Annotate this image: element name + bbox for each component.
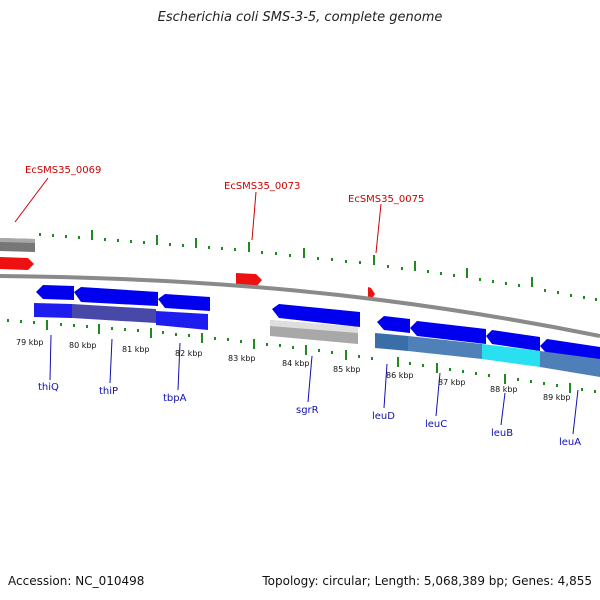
- gene-leuA[interactable]: [540, 339, 600, 361]
- gene-label-leuB[interactable]: leuB: [491, 428, 513, 439]
- inner-minor-ticks: [7, 319, 596, 393]
- accession-label: Accession: NC_010498: [8, 574, 145, 588]
- kbp-label: 86 kbp: [386, 371, 414, 380]
- kbp-label: 85 kbp: [333, 365, 361, 374]
- genome-summary: Topology: circular; Length: 5,068,389 bp…: [262, 574, 592, 588]
- leader-line: [251, 191, 257, 241]
- gene-leuC[interactable]: [410, 321, 486, 344]
- gene-thiP[interactable]: [74, 287, 158, 306]
- leader-line: [572, 389, 579, 435]
- bottom-label-leaders: [49, 334, 579, 435]
- gene-label-leuD[interactable]: leuD: [372, 411, 395, 422]
- leader-line: [435, 372, 441, 417]
- kbp-label: 89 kbp: [543, 393, 571, 402]
- feature-tbpA-2[interactable]: [156, 311, 208, 330]
- kbp-scale-labels: 79 kbp 80 kbp 81 kbp 82 kbp 83 kbp 84 kb…: [16, 338, 571, 402]
- kbp-label: 80 kbp: [69, 341, 97, 350]
- genome-backbone: [0, 274, 600, 338]
- gene-label-leuC[interactable]: leuC: [425, 419, 447, 430]
- leader-line: [14, 177, 49, 223]
- kbp-label: 84 kbp: [282, 359, 310, 368]
- feature-sgrR-2-top: [270, 320, 358, 333]
- leader-line: [177, 342, 181, 391]
- leader-line: [375, 203, 382, 254]
- feature-track-2: [34, 303, 600, 377]
- rna-feature-0069[interactable]: [0, 257, 34, 270]
- gene-sgrR[interactable]: [272, 304, 360, 327]
- gene-tbpA[interactable]: [158, 294, 210, 311]
- top-label-leaders: [14, 177, 382, 254]
- leader-line: [500, 392, 506, 426]
- gene-leuD[interactable]: [377, 316, 410, 333]
- outer-tick-track: [39, 230, 597, 301]
- feature-leuA-2[interactable]: [540, 351, 600, 377]
- gene-label-thiQ[interactable]: thiQ: [38, 382, 59, 393]
- map-title: Escherichia coli SMS-3-5, complete genom…: [157, 10, 443, 25]
- kbp-label: 82 kbp: [175, 349, 203, 358]
- feature-leuB-2[interactable]: [482, 344, 540, 367]
- gene-thiQ[interactable]: [36, 285, 74, 300]
- feature-thiP-2[interactable]: [72, 304, 156, 323]
- gene-label-thiP[interactable]: thiP: [99, 386, 118, 397]
- feature-label-ecsms35-0069[interactable]: EcSMS35_0069: [25, 165, 101, 176]
- feature-label-ecsms35-0073[interactable]: EcSMS35_0073: [224, 181, 300, 192]
- forward-genes: [36, 285, 600, 361]
- gene-leuB[interactable]: [486, 330, 540, 351]
- kbp-label: 87 kbp: [438, 378, 466, 387]
- gray-feature-outer-top: [0, 238, 35, 243]
- leader-line: [307, 355, 313, 403]
- feature-leuC-2[interactable]: [408, 336, 482, 359]
- gene-label-sgrR[interactable]: sgrR: [296, 405, 319, 416]
- kbp-label: 79 kbp: [16, 338, 44, 347]
- inner-tick-track: [7, 319, 596, 393]
- rna-feature-0073[interactable]: [236, 273, 262, 287]
- kbp-label: 88 kbp: [490, 385, 518, 394]
- gene-label-leuA[interactable]: leuA: [559, 437, 581, 448]
- top-feature-labels: EcSMS35_0069 EcSMS35_0073 EcSMS35_0075: [25, 165, 424, 205]
- leader-line: [383, 363, 388, 409]
- leader-line: [109, 338, 113, 384]
- gene-label-tbpA[interactable]: tbpA: [163, 393, 187, 404]
- feature-leuD-2[interactable]: [375, 333, 408, 351]
- kbp-label: 83 kbp: [228, 354, 256, 363]
- leader-line: [49, 334, 52, 381]
- outer-major-ticks: [91, 230, 533, 287]
- inner-major-ticks: [46, 320, 571, 393]
- feature-label-ecsms35-0075[interactable]: EcSMS35_0075: [348, 194, 424, 205]
- outer-minor-ticks: [39, 233, 597, 301]
- kbp-label: 81 kbp: [122, 345, 150, 354]
- feature-thiQ-2[interactable]: [34, 303, 72, 318]
- gene-labels: thiQ thiP tbpA sgrR leuD leuC leuB leuA: [38, 382, 581, 448]
